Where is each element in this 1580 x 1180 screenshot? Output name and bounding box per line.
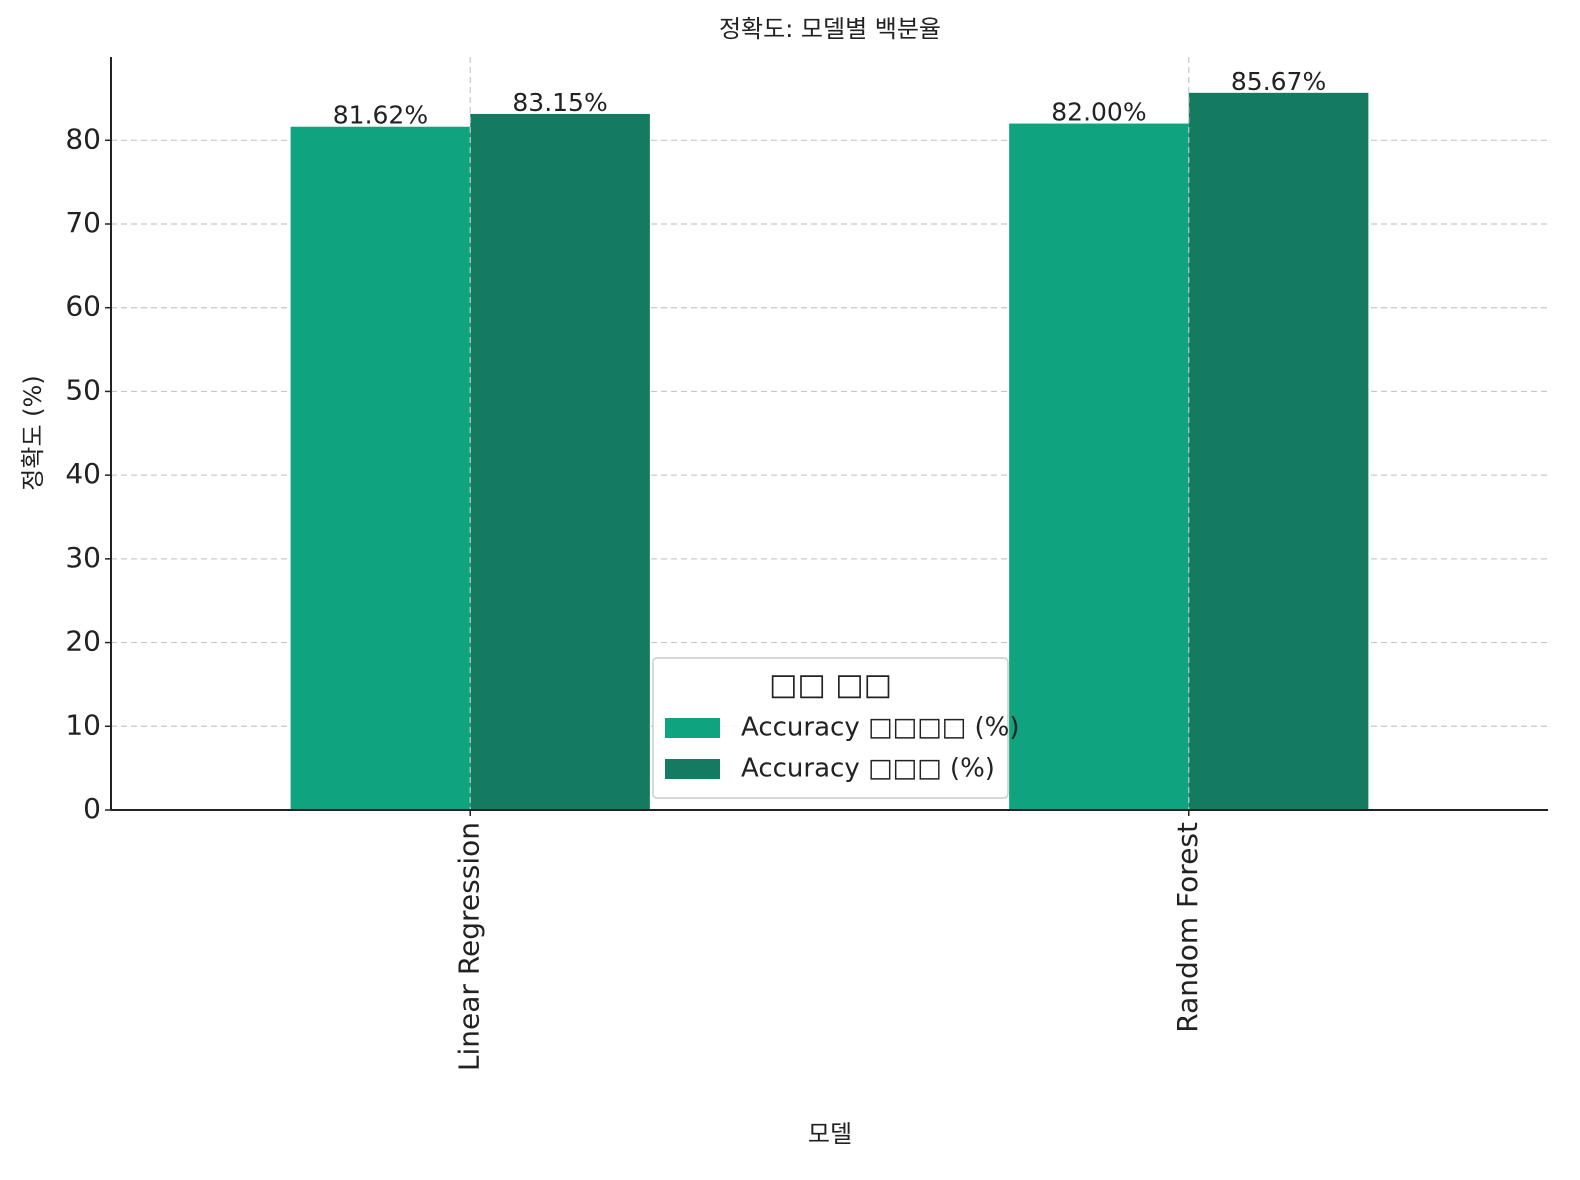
y-tick-label: 60 [65,290,101,323]
value-label: 83.15% [512,88,607,117]
y-tick-label: 70 [65,206,101,239]
legend-swatch [665,718,720,738]
chart-title: 정확도: 모델별 백분율 [719,15,941,43]
value-label: 85.67% [1231,67,1326,96]
y-tick-label: 0 [83,792,101,825]
y-tick-label: 20 [65,625,101,658]
bar [1188,92,1369,811]
legend-swatch [665,759,720,779]
y-tick-label: 10 [65,708,101,741]
legend-title: □□ □□ [769,668,892,703]
bar [1009,123,1189,810]
value-label: 81.62% [333,101,428,130]
x-axis-label: 모델 [808,1120,852,1148]
bar [290,126,471,810]
y-tick-label: 80 [65,122,101,155]
legend: □□ □□ Accuracy □□□□ (%) Accuracy □□□ (%) [652,657,1019,799]
bar [470,113,650,811]
y-axis-label: 정확도 (%) [19,375,47,490]
x-tick-label: Random Forest [1171,822,1204,1033]
x-tick-label: Linear Regression [452,822,485,1071]
y-tick-label: 30 [65,541,101,574]
legend-label: Accuracy □□□□ (%) [741,713,1019,743]
legend-box [652,657,1009,799]
y-tick-label: 40 [65,457,101,490]
y-tick-label: 50 [65,373,101,406]
value-label: 82.00% [1051,98,1146,127]
legend-label: Accuracy □□□ (%) [741,754,995,784]
